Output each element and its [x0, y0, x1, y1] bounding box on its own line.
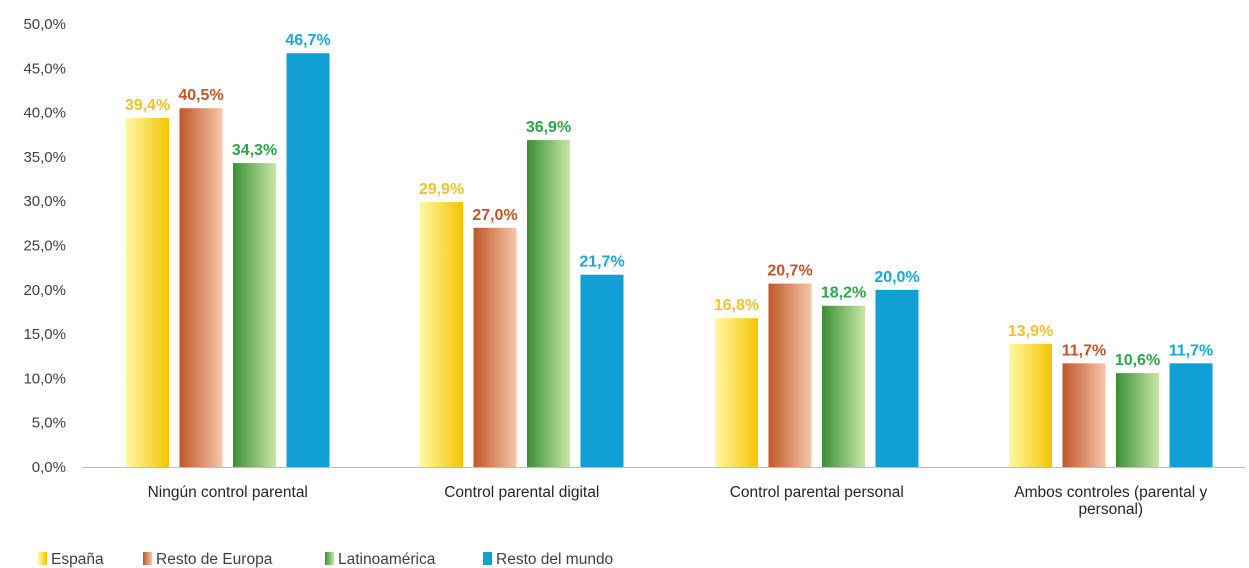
data-label: 13,9% [1008, 323, 1053, 340]
legend-label: Resto de Europa [156, 551, 273, 568]
legend-label: Resto del mundo [496, 551, 613, 568]
data-label: 46,7% [285, 32, 330, 49]
data-label: 21,7% [579, 254, 624, 271]
data-label: 18,2% [821, 285, 866, 302]
legend-item: Latinoamérica [325, 551, 436, 568]
y-tick-label: 45,0% [23, 60, 66, 77]
y-tick-label: 35,0% [23, 149, 66, 166]
bar-latinoamérica-0 [233, 163, 276, 468]
bar-resto-del-mundo-1 [580, 274, 624, 467]
data-label: 40,5% [178, 87, 223, 104]
legend-swatch [483, 552, 492, 565]
data-label: 16,8% [714, 297, 759, 314]
y-tick-label: 25,0% [23, 238, 66, 255]
y-tick-label: 30,0% [23, 193, 66, 210]
data-label: 39,4% [125, 97, 170, 114]
y-tick-label: 0,0% [32, 459, 66, 476]
bar-resto-de-europa-0 [179, 108, 223, 468]
bar-resto-de-europa-3 [1062, 363, 1106, 467]
data-label: 34,3% [232, 142, 277, 159]
legend-swatch [325, 552, 334, 565]
y-tick-label: 20,0% [23, 282, 66, 299]
legend-item: Resto del mundo [483, 551, 613, 568]
y-axis: 0,0% 5,0% 10,0% 15,0% 20,0% 25,0% 30,0% 35,0% 40… [23, 16, 66, 476]
bars-group [126, 53, 1213, 468]
bar-resto-de-europa-1 [473, 227, 517, 467]
bar-resto-del-mundo-2 [875, 289, 919, 467]
x-axis-categories: Ningún control parental Control parental … [148, 484, 1208, 518]
data-label: 29,9% [419, 181, 464, 198]
legend-item: España [38, 551, 104, 568]
bar-latinoamérica-3 [1116, 373, 1159, 467]
legend-label: España [51, 551, 104, 568]
data-label: 36,9% [526, 119, 571, 136]
data-label: 11,7% [1062, 342, 1106, 359]
bar-españa-0 [126, 117, 169, 467]
x-category-label: Control parental personal [730, 484, 904, 501]
legend: España Resto de Europa Latinoamérica Resto … [38, 551, 613, 568]
x-category-label: Ningún control parental [148, 484, 308, 501]
legend-item: Resto de Europa [143, 551, 273, 568]
bar-resto-de-europa-2 [768, 283, 812, 467]
data-label: 20,0% [874, 269, 919, 286]
bar-resto-del-mundo-0 [286, 53, 330, 467]
bar-españa-2 [715, 318, 758, 467]
data-label: 20,7% [767, 263, 812, 280]
y-tick-label: 15,0% [23, 326, 66, 343]
legend-swatch [143, 552, 152, 565]
y-tick-label: 40,0% [23, 105, 66, 122]
data-label: 11,7% [1169, 342, 1213, 359]
bar-españa-3 [1009, 343, 1052, 467]
data-label: 10,6% [1115, 352, 1160, 369]
x-category-label: Ambos controles (parental y personal) [1014, 484, 1207, 518]
y-tick-label: 5,0% [32, 415, 66, 432]
data-label: 27,0% [472, 207, 517, 224]
bar-latinoamérica-2 [822, 305, 865, 467]
bar-resto-del-mundo-3 [1169, 363, 1213, 467]
bar-latinoamérica-1 [527, 140, 570, 468]
legend-label: Latinoamérica [338, 551, 436, 568]
x-category-label: Control parental digital [444, 484, 599, 501]
data-labels-group: 39,4% 40,5% 34,3% 46,7% 29,9% 27,0% 36,9% 21,7%… [125, 32, 1213, 369]
y-tick-label: 50,0% [23, 16, 66, 33]
y-tick-label: 10,0% [23, 370, 66, 387]
legend-swatch [38, 552, 47, 565]
bar-españa-1 [420, 202, 463, 467]
